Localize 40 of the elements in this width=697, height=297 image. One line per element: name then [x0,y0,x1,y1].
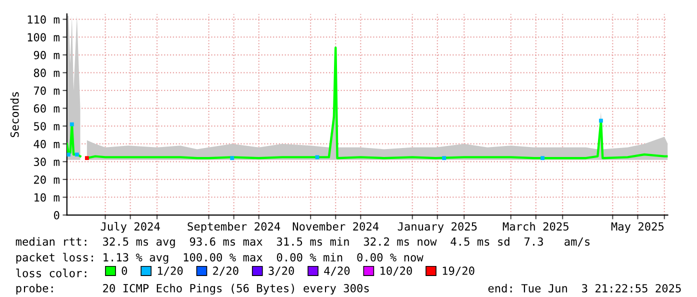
x-tick-label: January 2025 [398,222,477,233]
y-tick-label: 90 m [34,50,60,60]
point [84,156,89,160]
point [599,118,603,123]
y-tick-label: 0 [54,211,60,220]
y-axis-title: Seconds [10,92,19,138]
legend-label: 3/20 [268,266,294,276]
text: probe: 20 ICMP Echo Pings (56 Bytes) every 300s [16,284,369,295]
point [230,156,234,160]
legend-label: 19/20 [442,266,474,276]
x-tick-label: July 2024 [100,222,160,233]
text: end: Tue Jun 3 21:22:55 2025 [488,284,681,292]
point [66,152,71,156]
legend-label: 10/20 [380,266,412,276]
y-tick-label: 100 m [28,33,60,42]
y-tick-label: 20 m [34,175,60,184]
y-tick-label: 50 m [34,122,60,130]
text: median rtt: 32.5 ms avg 93.6 ms max 31.5 ms min 32.2 ms now 4.5 ms sd 7.3 am/s [16,237,590,248]
legend-label: 4/20 [324,266,350,276]
text: loss color: [16,268,86,278]
text: packet loss: 1.13 % avg 100.00 % max 0.00 % min 0.00 % now [16,252,424,264]
point [70,122,74,126]
point [442,156,446,160]
x-tick-label: May 2025 [611,222,664,233]
y-tick-label: 10 m [34,193,60,202]
y-tick-label: 40 m [34,140,60,148]
x-tick-label: March 2025 [502,222,568,231]
legend-label: 2/20 [213,266,238,276]
legend-label: 0 [122,266,128,275]
y-tick-label: 80 m [34,68,60,78]
point [74,152,79,156]
point [540,156,545,160]
y-tick-label: 70 m [34,86,60,95]
y-tick-label: 110 m [28,15,60,24]
x-tick-label: November 2024 [292,222,379,231]
x-tick-label: September 2024 [188,222,280,233]
y-tick-label: 60 m [34,104,60,113]
y-tick-label: 30 m [34,158,60,166]
point [315,155,320,160]
legend-label: 1/20 [158,266,183,276]
